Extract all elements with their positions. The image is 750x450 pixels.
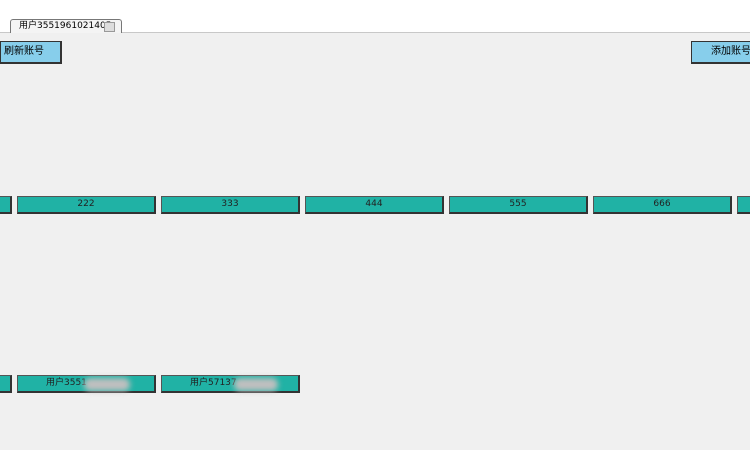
account-button[interactable] [737, 196, 750, 214]
account-button[interactable]: 用户57137 [161, 375, 300, 393]
button-label: 333 [221, 199, 239, 209]
button-label: 444 [365, 199, 383, 209]
button-label: 用户3551 [46, 378, 87, 388]
button-label: 555 [509, 199, 527, 209]
redacted [234, 378, 278, 391]
tab-label: 用户3551961021405 [19, 21, 112, 31]
account-button[interactable]: 555 [449, 196, 588, 214]
account-button[interactable] [0, 375, 12, 393]
account-button[interactable]: 222 [17, 196, 156, 214]
account-button[interactable]: 333 [161, 196, 300, 214]
button-label: 666 [653, 199, 671, 209]
add-button[interactable]: 添加账号 [691, 41, 750, 64]
account-tab[interactable]: 用户3551961021405 [10, 19, 122, 33]
account-button[interactable]: 444 [305, 196, 444, 214]
refresh-button[interactable]: 刷新账号 [0, 41, 62, 64]
account-button[interactable]: 用户3551 [17, 375, 156, 393]
redacted [84, 378, 130, 391]
button-label: 222 [77, 199, 95, 209]
tab-close[interactable] [104, 22, 115, 32]
button-label: 用户57137 [190, 378, 237, 388]
account-button[interactable] [0, 196, 12, 214]
account-button[interactable]: 666 [593, 196, 732, 214]
